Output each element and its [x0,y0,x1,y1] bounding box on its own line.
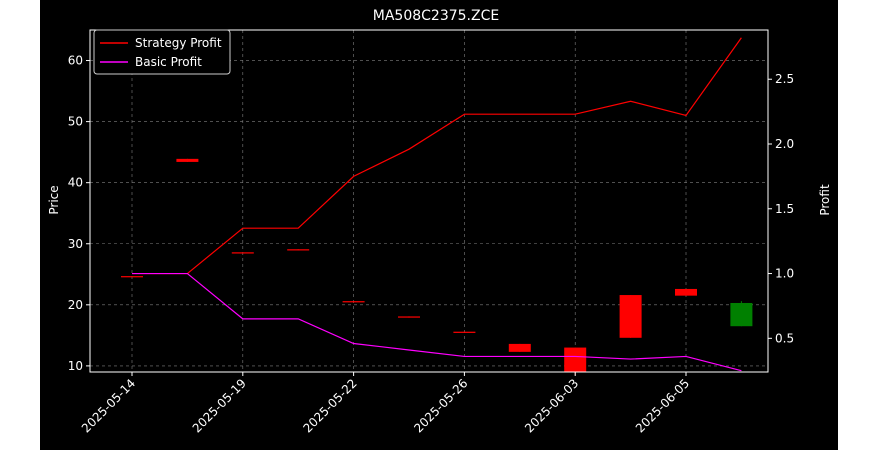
basic-profit-line [132,272,742,372]
y-left-tick-label: 40 [68,176,83,190]
chart-title: MA508C2375.ZCE [373,8,499,24]
y-left-tick-label: 20 [68,298,83,312]
y-right-tick-label: 1.5 [775,202,794,216]
candle-body [564,347,587,372]
candle-body [508,343,531,352]
candle-body [287,249,310,251]
y-left-tick-label: 10 [68,359,83,373]
x-tick-label: 2025-06-05 [633,376,692,435]
chart: 2025-05-14 2025-05-19 2025-05-22 2025-05-26… [47,8,832,435]
plot-frame [89,29,769,373]
chart-figure: 2025-05-14 2025-05-19 2025-05-22 2025-05-26… [40,0,838,450]
y-right-axis-label: Profit [818,184,832,216]
candle-body [453,331,476,333]
y-left-tick-label: 60 [68,54,83,68]
y-right-tick-label: 1.0 [775,267,794,281]
legend-box [93,29,231,75]
x-tick-label: 2025-05-26 [411,376,470,435]
y-left-axis-label: Price [47,185,61,214]
y-right-tick-label: 0.5 [775,331,794,345]
strategy-profit-line [132,37,742,275]
x-tick-label: 2025-05-19 [190,376,249,435]
candle-body [675,288,697,296]
y-left-tick-label: 30 [68,237,83,251]
y-right-tick-label: 2.0 [775,137,794,151]
candle-body [398,316,420,318]
legend-label-strategy-profit: Strategy Profit [135,36,222,50]
x-tick-label: 2025-05-22 [301,376,360,435]
x-tick-label: 2025-05-14 [79,376,138,435]
candle-body [342,301,365,303]
candle-body [121,276,143,278]
candle-body [619,295,642,338]
candle-body [231,252,254,254]
legend-label-basic-profit: Basic Profit [135,55,202,69]
y-right-tick-label: 2.5 [775,72,794,86]
x-tick-label: 2025-06-03 [522,376,581,435]
y-left-tick-label: 50 [68,115,83,129]
candle-body [176,158,199,162]
legend: Strategy Profit Basic Profit [93,29,231,75]
candle-body [730,302,753,327]
